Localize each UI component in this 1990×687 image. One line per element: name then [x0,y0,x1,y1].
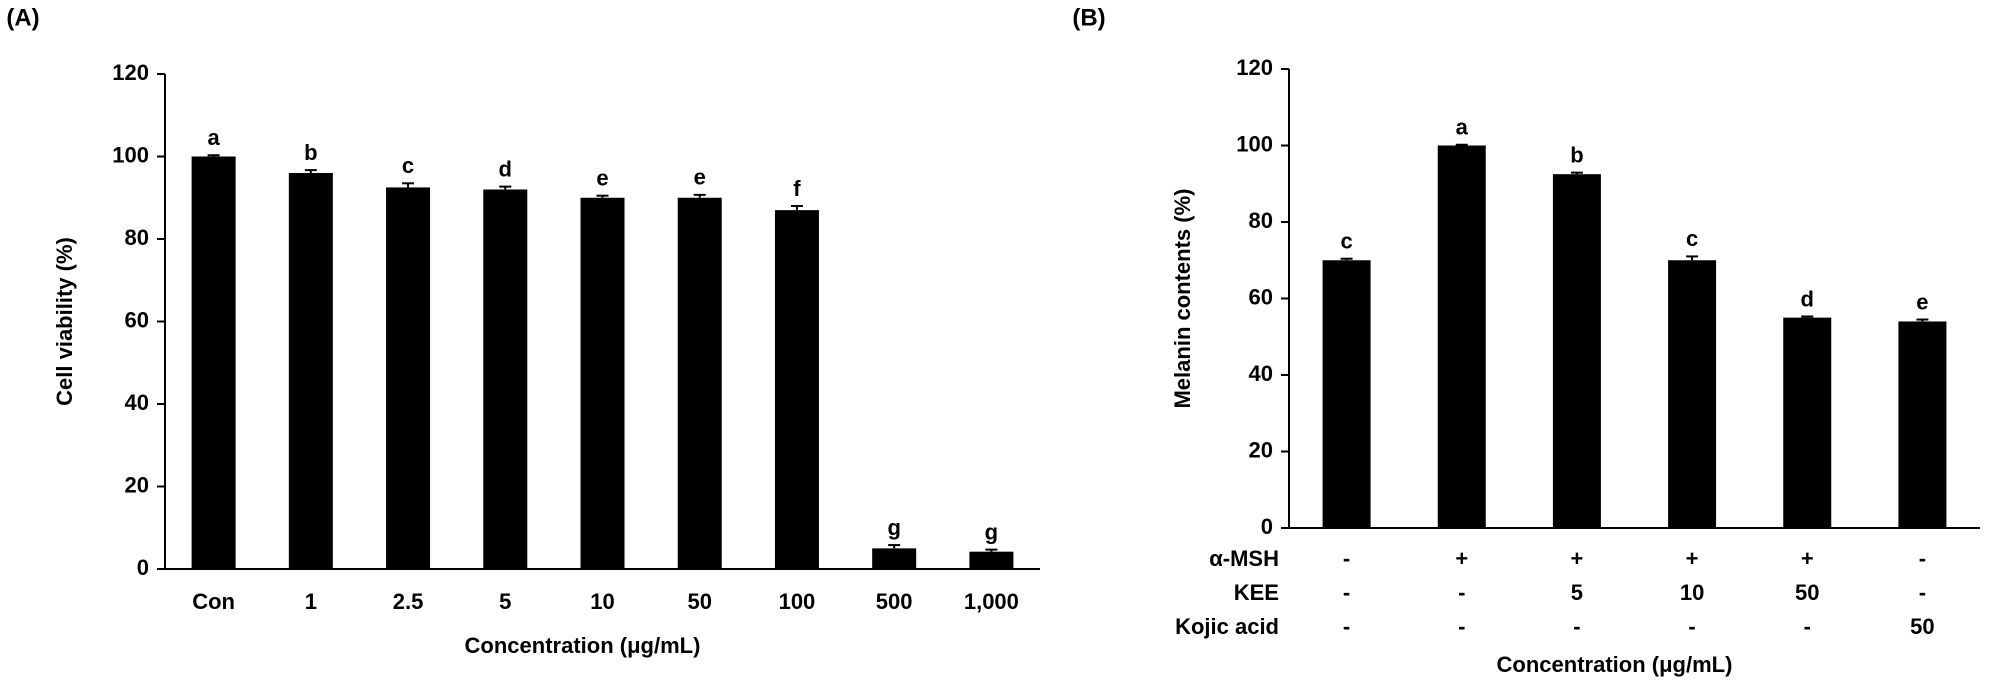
bar [872,548,917,569]
x-tick-label: 1,000 [964,589,1019,614]
significance-letter: b [304,140,317,165]
y-tick-label: 80 [125,225,149,250]
bar [774,210,819,569]
significance-letter: d [499,156,512,181]
bar [191,156,236,569]
significance-letter: a [1456,115,1469,140]
significance-letter: f [793,176,801,201]
treatment-cell: + [1686,546,1699,571]
bar [1783,317,1832,528]
x-axis-title: Concentration (μg/mL) [465,633,701,658]
significance-letter: c [1340,229,1352,254]
bar [1552,174,1601,528]
significance-letter: c [402,153,414,178]
y-tick-label: 20 [125,472,149,497]
treatment-cell: - [1343,614,1350,639]
y-tick-label: 20 [1249,437,1273,462]
y-tick-label: 100 [112,142,149,167]
y-tick-label: 40 [125,390,149,415]
y-tick-label: 40 [1249,361,1273,386]
significance-letter: a [207,125,220,150]
treatment-cell: - [1458,614,1465,639]
x-tick-label: 2.5 [393,589,424,614]
y-tick-label: 120 [112,60,149,85]
bar [969,551,1014,569]
bar [1437,145,1486,528]
bar [386,187,431,569]
row-label: Kojic acid [1175,614,1279,639]
panel-label: (B) [1072,4,1105,31]
y-tick-label: 100 [1236,131,1273,156]
significance-letter: b [1570,142,1583,167]
treatment-cell: + [1801,546,1814,571]
y-tick-label: 60 [1249,284,1273,309]
treatment-cell: - [1458,580,1465,605]
treatment-cell: + [1455,546,1468,571]
bar [580,197,625,569]
significance-letter: d [1801,286,1814,311]
x-tick-label: Con [192,589,235,614]
y-axis-title: Cell viability (%) [52,237,77,406]
y-axis-title: Melanin contents (%) [1170,188,1195,408]
bar [1322,260,1371,528]
bar [1668,260,1717,528]
bar [483,189,528,569]
x-tick-label: 100 [779,589,816,614]
y-tick-label: 80 [1249,208,1273,233]
y-tick-label: 0 [1261,514,1273,539]
row-label: α-MSH [1209,546,1279,571]
significance-letter: g [887,515,900,540]
significance-letter: e [1916,289,1928,314]
treatment-cell: - [1573,614,1580,639]
treatment-cell: 5 [1571,580,1583,605]
treatment-cell: - [1343,546,1350,571]
treatment-cell: 10 [1680,580,1704,605]
significance-letter: e [694,165,706,190]
x-tick-label: 5 [499,589,511,614]
treatment-cell: - [1919,580,1926,605]
treatment-cell: 50 [1795,580,1819,605]
treatment-cell: 50 [1910,614,1934,639]
significance-letter: c [1686,226,1698,251]
y-tick-label: 60 [125,307,149,332]
treatment-cell: - [1804,614,1811,639]
treatment-cell: - [1343,580,1350,605]
significance-letter: g [985,519,998,544]
treatment-cell: + [1570,546,1583,571]
panel-label: (A) [6,4,39,31]
treatment-cell: - [1688,614,1695,639]
bar [677,197,722,569]
row-label: KEE [1234,580,1279,605]
bar [288,173,333,569]
x-tick-label: 10 [590,589,614,614]
significance-letter: e [596,166,608,191]
y-tick-label: 0 [137,555,149,580]
x-tick-label: 1 [305,589,317,614]
bar [1898,321,1947,528]
x-tick-label: 50 [687,589,711,614]
treatment-cell: - [1919,546,1926,571]
x-axis-title: Concentration (μg/mL) [1497,652,1733,677]
x-tick-label: 500 [876,589,913,614]
y-tick-label: 120 [1236,55,1273,80]
